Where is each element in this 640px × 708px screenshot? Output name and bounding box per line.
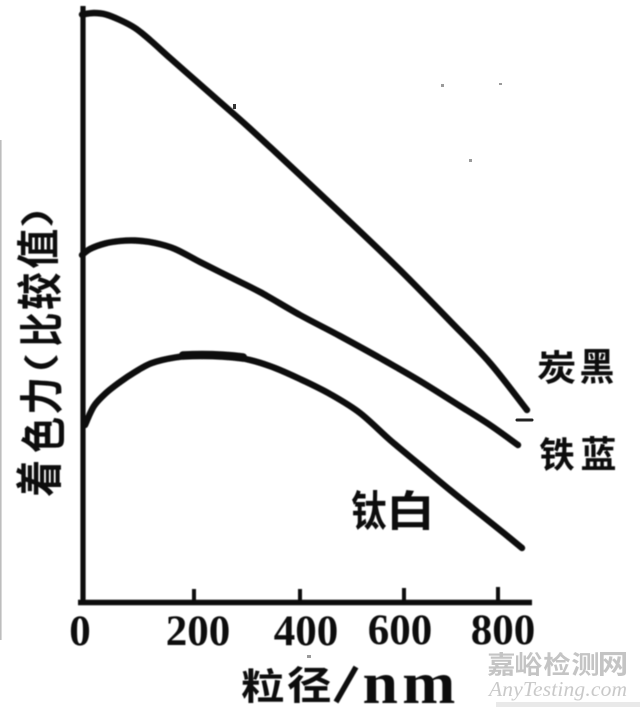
svg-text:400: 400 bbox=[274, 608, 339, 655]
svg-text:200: 200 bbox=[166, 608, 231, 655]
svg-text:nm: nm bbox=[363, 651, 460, 708]
svg-text:AnyTesting.com: AnyTesting.com bbox=[487, 677, 627, 701]
svg-text:800: 800 bbox=[471, 607, 536, 654]
svg-text:0: 0 bbox=[69, 608, 91, 655]
svg-text:600: 600 bbox=[368, 607, 433, 654]
